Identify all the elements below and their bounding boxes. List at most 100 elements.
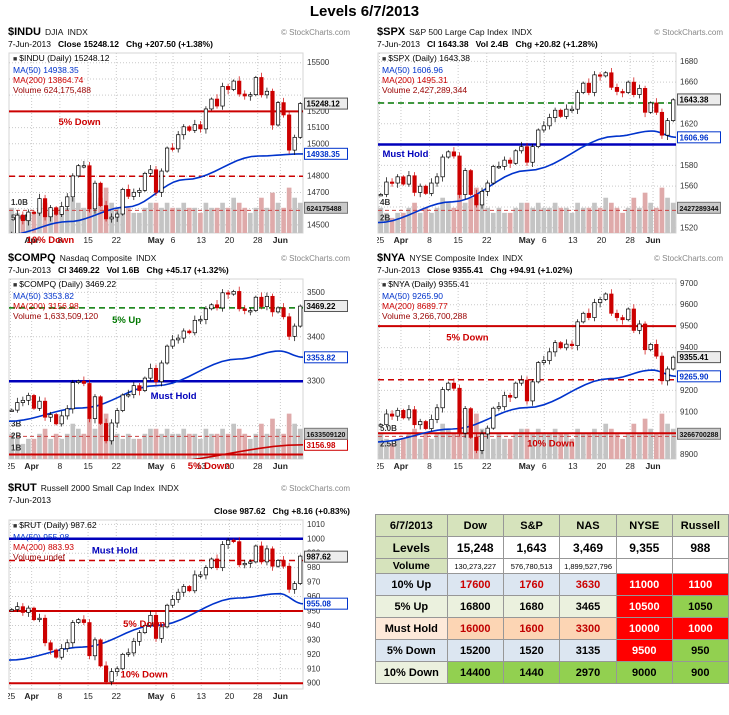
chart-exchange: INDX xyxy=(135,253,157,263)
table-cell: 3465 xyxy=(559,595,617,618)
svg-text:20: 20 xyxy=(597,235,607,245)
svg-text:13: 13 xyxy=(568,461,578,471)
ma50-line xyxy=(378,130,676,224)
quote-date: 7-Jun-2013 xyxy=(377,39,421,49)
candles xyxy=(9,72,303,233)
quote-change: Chg +45.17 (+1.32%) xyxy=(146,265,229,275)
x-axis-labels: 25 Apr 8 15 22 May 6 13 20 28 Jun xyxy=(375,461,661,471)
table-row-5-down: 5% Down 15200 1520 3135 9500 950 xyxy=(375,639,729,662)
svg-text:5% Down: 5% Down xyxy=(58,117,100,128)
table-cell: 16800 xyxy=(446,595,504,618)
svg-text:22: 22 xyxy=(112,235,122,245)
svg-text:15: 15 xyxy=(83,461,93,471)
svg-text:8: 8 xyxy=(57,461,62,471)
chart-annotations: Must Hold xyxy=(382,149,428,160)
chart-description: S&P 500 Large Cap Index xyxy=(409,27,508,37)
svg-text:1.0B: 1.0B xyxy=(11,198,28,207)
quote-change: Chg +20.82 (+1.28%) xyxy=(515,39,598,49)
quote-volume: Vol 1.6B xyxy=(106,265,140,275)
price-box-ma50: 955.08 xyxy=(307,600,332,609)
price-box-ma200: 3156.98 xyxy=(307,441,336,450)
svg-text:14700: 14700 xyxy=(307,188,330,197)
price-box-vol: 1633509120 xyxy=(307,432,346,439)
svg-text:Jun: Jun xyxy=(273,461,288,471)
svg-text:25: 25 xyxy=(377,235,384,245)
quote-close: Close 15248.12 xyxy=(58,39,119,49)
svg-text:20: 20 xyxy=(225,461,235,471)
svg-text:2B: 2B xyxy=(11,431,21,440)
table-cell: 1050 xyxy=(671,595,729,618)
svg-text:6: 6 xyxy=(542,235,547,245)
svg-text:10% Down: 10% Down xyxy=(527,439,575,450)
table-cell: 1760 xyxy=(502,573,561,596)
svg-text:10% Down: 10% Down xyxy=(120,670,168,681)
chart-description: NYSE Composite Index xyxy=(409,253,499,263)
table-cell: 3,469 xyxy=(559,536,617,559)
svg-text:1000: 1000 xyxy=(307,534,325,543)
table-cell: 3135 xyxy=(559,639,617,662)
svg-text:9400: 9400 xyxy=(680,343,698,352)
chart-annotations: Must Hold 5% Down 10% Down xyxy=(92,545,168,680)
table-cell xyxy=(671,558,729,574)
svg-text:Jun: Jun xyxy=(645,235,660,245)
svg-text:5% Down: 5% Down xyxy=(446,332,488,343)
chart-annotations: 5% Up Must Hold 5% Down xyxy=(112,315,230,472)
svg-text:3B: 3B xyxy=(11,420,21,429)
svg-text:2.5B: 2.5B xyxy=(380,439,397,448)
svg-text:900: 900 xyxy=(307,679,321,688)
axis-price-boxes: 3469.22 3353.82 3156.98 1633509120 xyxy=(304,300,348,451)
candles xyxy=(9,286,303,445)
table-cell: 1000 xyxy=(671,617,729,640)
svg-text:Apr: Apr xyxy=(24,235,39,245)
axis-price-boxes: 987.62 955.08 xyxy=(304,550,348,610)
chart-title-row: $COMPQ Nasdaq Composite INDX © StockChar… xyxy=(8,252,350,265)
page-title: Levels 6/7/2013 xyxy=(309,3,420,20)
svg-text:15: 15 xyxy=(453,235,463,245)
svg-text:6: 6 xyxy=(542,461,547,471)
svg-text:9600: 9600 xyxy=(680,300,698,309)
table-cell: 15,248 xyxy=(446,536,504,559)
table-cell: 10000 xyxy=(615,617,673,640)
svg-text:May: May xyxy=(148,461,165,471)
table-header-cell: NAS xyxy=(559,514,617,537)
chart-title-row: $INDU DJIA INDX © StockCharts.com xyxy=(8,26,350,39)
svg-text:Apr: Apr xyxy=(394,235,409,245)
price-box-ma50: 9265.90 xyxy=(680,372,709,381)
svg-text:Jun: Jun xyxy=(273,235,288,245)
svg-text:13: 13 xyxy=(568,235,578,245)
x-axis-labels: Apr 8 15 22 May 6 13 20 28 Jun xyxy=(24,235,288,245)
price-box-vol: 624175488 xyxy=(307,206,342,213)
svg-text:25: 25 xyxy=(377,461,384,471)
svg-text:15100: 15100 xyxy=(307,123,330,132)
chart-exchange: INDX xyxy=(67,27,88,37)
table-cell xyxy=(615,558,673,574)
svg-text:1680: 1680 xyxy=(680,57,698,66)
svg-text:28: 28 xyxy=(253,235,263,245)
svg-text:1580: 1580 xyxy=(680,161,698,170)
table-row-label: Levels xyxy=(375,536,448,559)
quote-change: Chg +207.50 (+1.38%) xyxy=(125,39,213,49)
chart-body: 1010100099098097096095094093092091090025… xyxy=(6,517,350,707)
table-header-cell: NYSE xyxy=(615,514,673,537)
quote-change: Chg +94.91 (+1.02%) xyxy=(490,265,573,275)
spx-price-chart: 168016601620158015601540152025Apr81522Ma… xyxy=(375,52,721,245)
volume-axis-labels: 5.0B 2.5B xyxy=(380,424,397,449)
ma200-line xyxy=(190,444,303,459)
svg-text:5% Up: 5% Up xyxy=(112,315,141,326)
price-box-close: 15248.12 xyxy=(307,100,341,109)
svg-text:9100: 9100 xyxy=(680,407,698,416)
svg-text:13: 13 xyxy=(197,461,207,471)
table-cell: 1100 xyxy=(671,573,729,596)
svg-text:8: 8 xyxy=(427,461,432,471)
svg-text:15000: 15000 xyxy=(307,139,330,148)
svg-text:5% Down: 5% Down xyxy=(123,619,165,630)
chart-quote-row: 7-Jun-2013 Cl 3469.22 Vol 1.6B Chg +45.1… xyxy=(8,265,350,276)
table-cell: 9,355 xyxy=(615,536,673,559)
price-box-close: 3469.22 xyxy=(307,302,336,311)
svg-text:3400: 3400 xyxy=(307,332,325,341)
svg-text:22: 22 xyxy=(112,461,122,471)
svg-text:Must Hold: Must Hold xyxy=(151,391,197,402)
svg-text:Apr: Apr xyxy=(24,461,39,471)
svg-text:22: 22 xyxy=(482,461,492,471)
svg-text:9500: 9500 xyxy=(680,322,698,331)
